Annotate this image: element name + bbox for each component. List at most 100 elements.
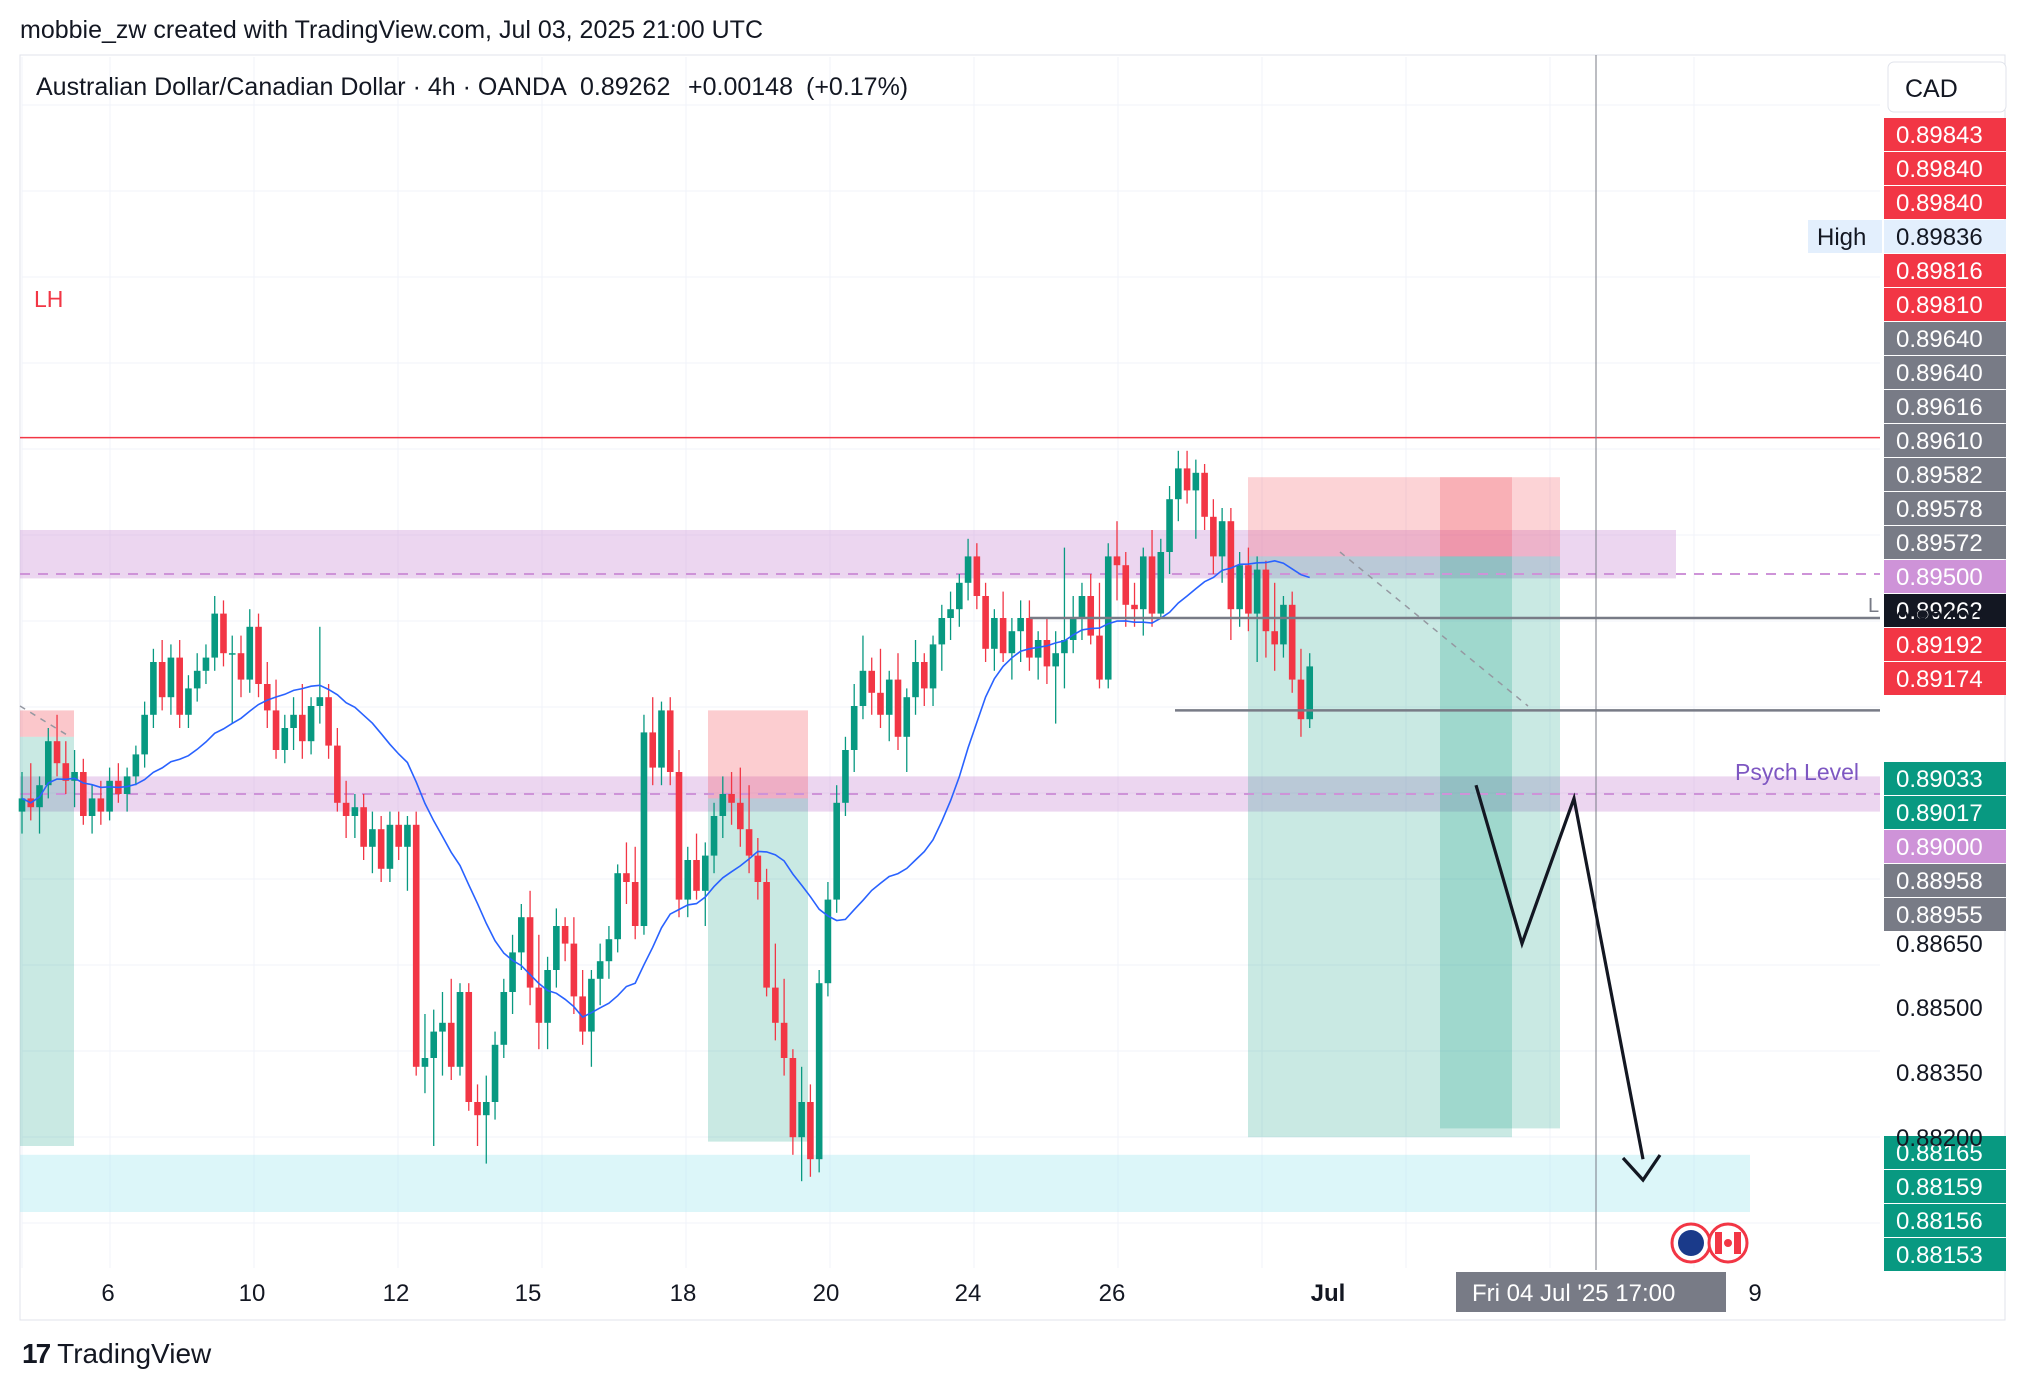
- psych-level-label: Psych Level: [1735, 759, 1859, 785]
- price-tag: [1884, 1136, 2006, 1169]
- candle-body: [1253, 569, 1261, 614]
- price-tag: [1884, 1170, 2006, 1203]
- candle-body: [1271, 631, 1278, 645]
- price-tag-label: 0.89000: [1896, 834, 1983, 861]
- time-axis-tick: 6: [101, 1280, 114, 1307]
- price-tag: [1884, 830, 2006, 863]
- high-tag: [1808, 220, 1882, 253]
- position-stop-area: [20, 710, 74, 737]
- dashed-trend-line: [19, 705, 71, 738]
- candle-body: [62, 763, 70, 781]
- time-axis-tick: Jul: [1311, 1280, 1346, 1307]
- candle-body: [1262, 569, 1270, 632]
- time-axis-tick: 9: [1748, 1280, 1761, 1307]
- moving-average: [21, 559, 1310, 1019]
- candle-body: [614, 873, 621, 940]
- candle-body: [824, 899, 832, 984]
- candle-body: [1061, 640, 1068, 654]
- candle-body: [228, 653, 236, 655]
- candle-body: [535, 987, 543, 1023]
- price-tag-label: 0.89810: [1896, 292, 1983, 319]
- price-change-pct-text: (+0.17%): [806, 73, 908, 101]
- candle-body: [1087, 596, 1095, 636]
- candle-body: [220, 613, 227, 654]
- candle-body: [342, 802, 350, 816]
- price-tag: [1884, 220, 2006, 253]
- candle-body: [798, 1102, 805, 1138]
- price-axis-tick: 0.88350: [1896, 1060, 1983, 1087]
- candle-body: [386, 824, 394, 869]
- time-axis: 6 10 12 15 18 20 24 26 Jul 9 Fri 04 Jul '25 17:00: [101, 1272, 1762, 1312]
- price-tag: [1884, 322, 2006, 355]
- position-stop-area: [708, 710, 808, 799]
- candle-body: [307, 706, 315, 742]
- candle-body: [500, 992, 508, 1045]
- candle-body: [412, 824, 420, 1067]
- price-tag: [1884, 1204, 2006, 1237]
- tradingview-logo-icon: 17: [22, 1338, 51, 1369]
- candle-body: [737, 802, 744, 830]
- candle-body: [1297, 679, 1305, 720]
- candle-body: [106, 780, 113, 812]
- price-tag-label: 0.88159: [1896, 1174, 1983, 1201]
- price-change-text: +0.00148: [688, 73, 793, 101]
- candle-body: [80, 772, 87, 816]
- candle-body: [325, 697, 332, 746]
- candle-body: [430, 1031, 438, 1058]
- candle-body: [754, 855, 762, 882]
- price-tag-label: 0.88153: [1896, 1242, 1983, 1269]
- candle-body: [53, 741, 61, 764]
- last-price-text: 0.89262: [580, 73, 670, 101]
- candle-body: [1069, 618, 1077, 640]
- price-tag-label: 0.89840: [1896, 156, 1983, 183]
- candle-body: [132, 754, 140, 777]
- candle-body: [263, 684, 271, 711]
- candle-body: [999, 618, 1007, 654]
- price-tag-label: 0.89174: [1896, 666, 1983, 693]
- time-axis-tick: 24: [955, 1280, 982, 1307]
- candle-body: [885, 679, 893, 715]
- candle-body: [877, 692, 884, 715]
- price-tag-label: 0.89017: [1896, 800, 1983, 827]
- candle-body: [588, 978, 595, 1032]
- candle-body: [605, 939, 613, 962]
- candle-body: [150, 662, 157, 715]
- candle-body: [623, 873, 630, 882]
- time-axis-tick: 18: [670, 1280, 697, 1307]
- time-axis-tick: 12: [383, 1280, 410, 1307]
- price-tag: [1884, 762, 2006, 795]
- candle-body: [903, 697, 911, 737]
- candle-body: [938, 618, 946, 645]
- supply-zone: [20, 530, 1676, 579]
- candle-body: [237, 653, 245, 680]
- candle-body: [701, 855, 709, 891]
- cad-flag-icon: [1724, 1239, 1732, 1247]
- candle-body: [789, 1058, 797, 1138]
- price-tag: [1884, 118, 2006, 151]
- candle-body: [640, 732, 648, 926]
- candle-body: [894, 679, 902, 737]
- price-axis-tick: 0.88500: [1896, 995, 1983, 1022]
- candle-body: [369, 829, 376, 847]
- candle-body: [360, 807, 367, 847]
- candle-body: [1306, 666, 1314, 720]
- candle-body: [1201, 472, 1208, 517]
- candle-body: [649, 732, 657, 768]
- price-tag: [1884, 390, 2006, 423]
- price-tag: [1884, 662, 2006, 695]
- candle-body: [561, 926, 569, 944]
- candle-body: [167, 657, 175, 698]
- price-tag-label: 0.89582: [1896, 462, 1983, 489]
- candle-body: [728, 794, 735, 803]
- currency-button[interactable]: [1887, 61, 2007, 113]
- demand-zone: [20, 1154, 1750, 1212]
- candle-body: [1113, 556, 1121, 566]
- price-tag: [1884, 864, 2006, 897]
- candle-body: [1218, 521, 1226, 557]
- candle-body: [526, 917, 534, 988]
- candle-body: [351, 807, 359, 816]
- candle-body: [1280, 604, 1287, 645]
- candle-body: [158, 662, 166, 698]
- price-tag: [1884, 594, 2006, 627]
